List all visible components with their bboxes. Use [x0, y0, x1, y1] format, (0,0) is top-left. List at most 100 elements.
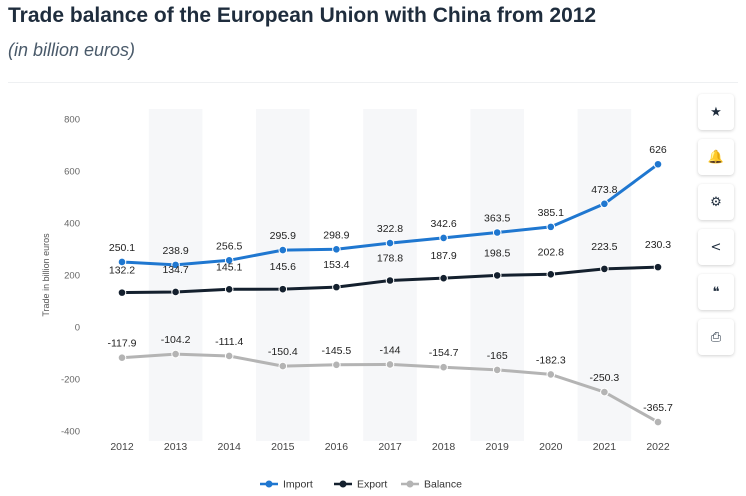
data-point[interactable]: [224, 351, 234, 361]
data-label: -154.7: [429, 347, 459, 359]
data-label: 132.2: [109, 265, 135, 277]
legend-item-import[interactable]: Import: [283, 479, 313, 491]
data-point[interactable]: [492, 228, 502, 237]
data-point[interactable]: [600, 264, 609, 274]
y-tick-label: -400: [61, 427, 80, 438]
data-point[interactable]: [653, 262, 663, 272]
data-label: -150.4: [268, 346, 298, 358]
data-point[interactable]: [385, 238, 395, 248]
data-point[interactable]: [492, 271, 502, 280]
data-point[interactable]: [117, 257, 127, 267]
data-label: -165: [487, 350, 508, 362]
x-tick-label: 2019: [486, 441, 510, 453]
data-label: 385.1: [538, 207, 564, 219]
x-tick-label: 2013: [164, 441, 188, 453]
y-tick-label: 800: [64, 115, 80, 126]
data-label: 145.6: [270, 261, 296, 273]
data-label: -250.3: [590, 372, 620, 384]
data-point[interactable]: [653, 417, 663, 427]
gear-icon[interactable]: ⚙: [698, 184, 734, 220]
legend-marker: [406, 480, 414, 488]
bell-icon[interactable]: 🔔: [698, 139, 734, 175]
data-label: -365.7: [643, 402, 673, 414]
x-tick-label: 2020: [539, 441, 563, 453]
data-label: -117.9: [108, 338, 137, 350]
data-point[interactable]: [224, 284, 234, 294]
grid-band: [363, 109, 417, 441]
data-label: 134.7: [162, 264, 188, 276]
data-point[interactable]: [171, 349, 180, 359]
data-point[interactable]: [332, 282, 341, 292]
data-label: 187.9: [430, 250, 456, 262]
data-point[interactable]: [117, 353, 127, 362]
x-tick-label: 2018: [432, 441, 456, 453]
chart-subtitle: (in billion euros): [8, 40, 136, 60]
data-point[interactable]: [171, 260, 180, 270]
data-label: 145.1: [216, 261, 242, 273]
legend-item-balance[interactable]: Balance: [424, 479, 462, 491]
x-tick-label: 2012: [110, 441, 134, 453]
data-point[interactable]: [439, 233, 448, 243]
data-point[interactable]: [278, 245, 288, 255]
data-point[interactable]: [224, 256, 234, 265]
data-label: 153.4: [323, 259, 349, 271]
data-point[interactable]: [385, 276, 395, 285]
data-point[interactable]: [546, 222, 556, 232]
data-point[interactable]: [439, 273, 448, 283]
share-icon[interactable]: <: [698, 229, 734, 265]
data-point[interactable]: [171, 287, 180, 297]
chart-title: Trade balance of the European Union with…: [8, 4, 597, 27]
toolbar: ★ 🔔 ⚙ < ❝ ⎙: [698, 94, 734, 364]
data-point[interactable]: [492, 365, 502, 375]
legend-item-export[interactable]: Export: [357, 479, 387, 491]
x-tick-label: 2017: [378, 441, 402, 453]
print-icon[interactable]: ⎙: [698, 319, 734, 355]
data-point[interactable]: [600, 199, 609, 209]
data-label: -104.2: [161, 334, 191, 346]
data-label: 298.9: [323, 229, 349, 241]
data-label: 198.5: [484, 247, 510, 259]
data-label: 202.8: [538, 246, 564, 258]
x-tick-label: 2016: [325, 441, 349, 453]
y-tick-label: 200: [64, 271, 80, 282]
star-icon[interactable]: ★: [698, 94, 734, 130]
y-axis-label: Trade in billion euros: [41, 233, 51, 317]
grid-band: [256, 109, 310, 441]
x-tick-label: 2014: [218, 441, 242, 453]
data-point[interactable]: [117, 288, 127, 297]
data-point[interactable]: [546, 370, 556, 379]
y-tick-label: 0: [75, 323, 80, 334]
legend-marker: [339, 480, 347, 488]
data-label: 363.5: [484, 212, 510, 224]
y-tick-label: -200: [61, 375, 80, 386]
data-label: 322.8: [377, 223, 403, 235]
data-label: -144: [379, 344, 400, 356]
data-point[interactable]: [278, 284, 288, 294]
data-point[interactable]: [600, 387, 609, 397]
data-label: -182.3: [536, 354, 566, 366]
data-label: 250.1: [109, 242, 135, 254]
x-tick-label: 2015: [271, 441, 295, 453]
data-label: 230.3: [645, 239, 671, 251]
data-point[interactable]: [439, 362, 448, 372]
grid-band: [148, 109, 203, 441]
data-label: 256.5: [216, 240, 242, 252]
data-label: -145.5: [322, 345, 352, 357]
x-tick-label: 2022: [646, 441, 670, 453]
y-tick-label: 400: [64, 219, 80, 230]
y-tick-label: 600: [64, 167, 80, 178]
data-label: -111.4: [215, 336, 243, 348]
data-label: 178.8: [377, 253, 403, 265]
data-label: 473.8: [591, 184, 617, 196]
data-label: 238.9: [162, 245, 188, 257]
data-point[interactable]: [332, 244, 341, 254]
data-point[interactable]: [385, 360, 395, 369]
data-point[interactable]: [278, 361, 288, 371]
data-point[interactable]: [332, 360, 341, 370]
data-point[interactable]: [546, 269, 556, 279]
legend-marker: [265, 480, 273, 488]
data-point[interactable]: [653, 159, 663, 169]
data-label: 626: [649, 144, 667, 156]
quote-icon[interactable]: ❝: [698, 274, 734, 310]
